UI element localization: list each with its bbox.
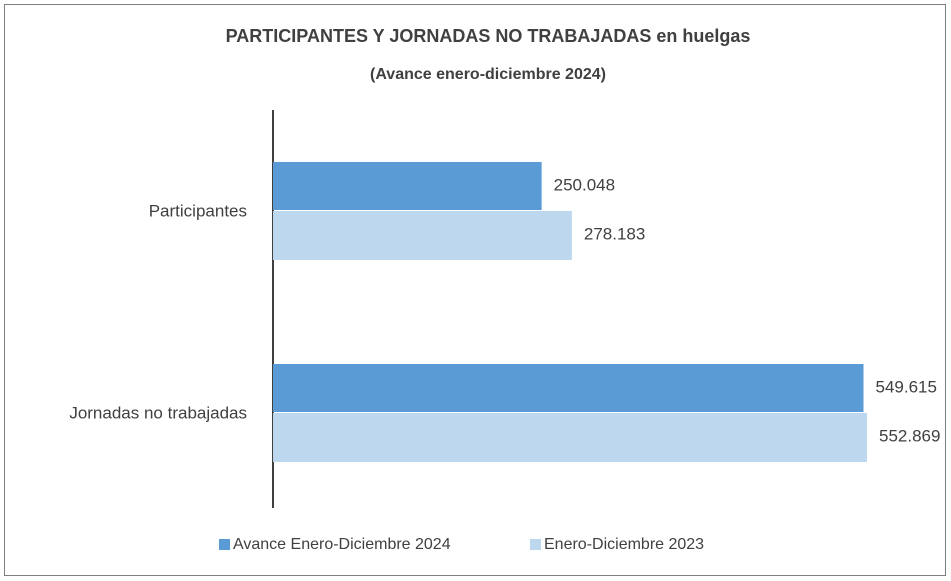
data-label: 250.048	[554, 175, 615, 194]
data-label: 552.869	[879, 426, 940, 445]
data-label: 278.183	[584, 224, 645, 243]
legend-label: Avance Enero-Diciembre 2024	[233, 536, 451, 553]
bar	[273, 211, 572, 260]
bar	[273, 413, 867, 462]
category-label: Jornadas no trabajadas	[69, 403, 247, 422]
chart-subtitle: (Avance enero-diciembre 2024)	[370, 66, 606, 83]
bar	[273, 162, 542, 210]
legend-label: Enero-Diciembre 2023	[544, 536, 704, 553]
bar	[273, 364, 864, 412]
category-label: Participantes	[149, 201, 247, 220]
legend-swatch	[530, 539, 541, 550]
chart-title: PARTICIPANTES Y JORNADAS NO TRABAJADAS e…	[226, 26, 751, 46]
data-label: 549.615	[876, 377, 937, 396]
legend-swatch	[219, 539, 230, 550]
chart-frame	[4, 4, 946, 576]
